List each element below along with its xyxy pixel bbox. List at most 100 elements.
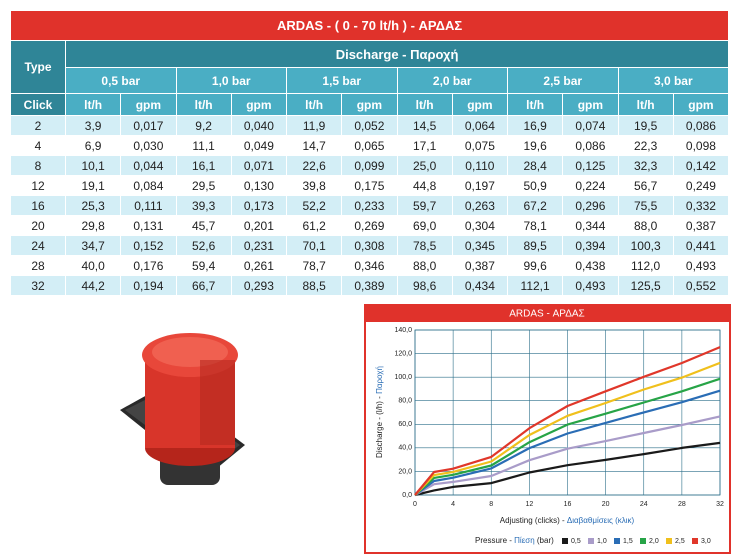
table-row: 0,5 bar 1,0 bar 1,5 bar 2,0 bar 2,5 bar 3,0 b…: [11, 67, 730, 94]
x-tick-label: 16: [564, 501, 572, 508]
discharge-table: ARDAS - ( 0 - 70 lt/h ) - ΑΡΔΑΣ Type Disch…: [9, 10, 730, 296]
table-row: 20 29,8 0,131 45,7 0,201 61,2 0,269 69,0 0,304 78…: [10, 215, 730, 236]
value-cell: 14,7: [285, 135, 343, 156]
value-cell: 0,110: [451, 155, 509, 176]
value-cell: 0,030: [120, 135, 177, 156]
value-cell: 0,293: [230, 275, 288, 296]
value-cell: 6,9: [64, 135, 122, 156]
value-cell: 66,7: [175, 275, 232, 296]
legend-label: 2,0: [649, 538, 659, 545]
value-cell: 0,065: [341, 135, 398, 156]
value-cell: 10,1: [64, 155, 122, 176]
value-cell: 78,7: [285, 255, 343, 276]
x-axis-label-en: Adjusting (clicks) -: [500, 516, 565, 525]
unit-header: lt/h: [396, 93, 453, 116]
value-cell: 0,394: [562, 235, 619, 256]
value-cell: 14,5: [396, 115, 453, 136]
legend-swatch: [692, 538, 698, 544]
value-cell: 89,5: [506, 235, 564, 256]
legend-label: 1,0: [597, 538, 607, 545]
legend-label: 3,0: [701, 538, 711, 545]
value-cell: 29,5: [175, 175, 232, 196]
unit-header: gpm: [672, 93, 730, 116]
legend-title: Pressure - Πίεση (bar): [475, 536, 554, 545]
value-cell: 0,152: [120, 235, 177, 256]
value-cell: 9,2: [175, 115, 232, 136]
table-row: Click lt/h gpm lt/h gpm lt/h gpm lt/h gpm lt/h gpm…: [10, 93, 730, 116]
value-cell: 112,0: [617, 255, 674, 276]
legend-swatch: [640, 538, 646, 544]
legend-title-en: Pressure -: [475, 536, 512, 545]
value-cell: 0,261: [230, 255, 288, 276]
legend-label: 2,5: [675, 538, 685, 545]
value-cell: 0,389: [341, 275, 398, 296]
value-cell: 0,142: [672, 155, 730, 176]
value-cell: 88,0: [617, 215, 674, 236]
value-cell: 0,125: [562, 155, 619, 176]
value-cell: 34,7: [64, 235, 122, 256]
click-cell: 16: [10, 195, 66, 216]
value-cell: 39,8: [285, 175, 343, 196]
legend-swatch: [562, 538, 568, 544]
click-cell: 12: [10, 175, 66, 196]
value-cell: 0,194: [120, 275, 177, 296]
value-cell: 75,5: [617, 195, 674, 216]
value-cell: 0,434: [451, 275, 509, 296]
value-cell: 0,173: [230, 195, 288, 216]
table-row: 24 34,7 0,152 52,6 0,231 70,1 0,308 78,5 0,345 89…: [10, 235, 730, 256]
value-cell: 44,2: [64, 275, 122, 296]
value-cell: 19,6: [506, 135, 564, 156]
value-cell: 69,0: [396, 215, 453, 236]
unit-header: gpm: [341, 93, 398, 116]
pressure-header: 2,5 bar: [507, 67, 619, 94]
pressure-header: 0,5 bar: [65, 67, 177, 94]
table-row: 32 44,2 0,194 66,7 0,293 88,5 0,389 98,6 0,434 11…: [10, 275, 730, 296]
value-cell: 61,2: [285, 215, 343, 236]
value-cell: 98,6: [396, 275, 453, 296]
data-line: [414, 361, 721, 496]
value-cell: 0,071: [230, 155, 288, 176]
value-cell: 125,5: [617, 275, 674, 296]
legend-label: 1,5: [623, 538, 633, 545]
value-cell: 0,086: [672, 115, 730, 136]
value-cell: 25,0: [396, 155, 453, 176]
value-cell: 0,111: [120, 195, 177, 216]
x-axis-label: Adjusting (clicks) - Διαβαθμίσεις (κλικ): [500, 516, 635, 525]
y-tick-label: 140,0: [394, 327, 412, 334]
value-cell: 0,049: [230, 135, 288, 156]
chart-title-bar: [365, 305, 730, 322]
value-cell: 0,074: [562, 115, 619, 136]
data-line: [414, 441, 721, 497]
product-image: [120, 333, 245, 485]
click-cell: 32: [10, 275, 66, 296]
x-tick-label: 28: [678, 501, 686, 508]
x-tick-label: 4: [451, 501, 455, 508]
x-tick-label: 8: [489, 501, 493, 508]
y-tick-label: 60,0: [398, 421, 412, 428]
table-row: 28 40,0 0,176 59,4 0,261 78,7 0,346 88,0 0,387 99…: [10, 255, 730, 276]
table-row: 4 6,9 0,030 11,1 0,049 14,7 0,065 17,1 0,075 19,6…: [10, 135, 730, 156]
x-axis-label-gr: Διαβαθμίσεις (κλικ): [567, 516, 635, 525]
table-row: 8 10,1 0,044 16,1 0,071 22,6 0,099 25,0 0,110 28,…: [10, 155, 730, 176]
value-cell: 0,099: [341, 155, 398, 176]
value-cell: 0,231: [230, 235, 288, 256]
legend-title-gr: Πίεση: [514, 536, 535, 545]
pressure-header: 2,0 bar: [396, 67, 508, 94]
value-cell: 25,3: [64, 195, 122, 216]
value-cell: 19,1: [64, 175, 122, 196]
value-cell: 22,6: [285, 155, 343, 176]
y-tick-label: 20,0: [398, 468, 412, 475]
value-cell: 52,6: [175, 235, 232, 256]
value-cell: 56,7: [617, 175, 674, 196]
y-axis-label: Discharge - (l/h) - Παροχή: [375, 366, 384, 458]
unit-header: gpm: [562, 93, 619, 116]
value-cell: 0,387: [672, 215, 730, 236]
click-cell: 8: [10, 155, 66, 176]
value-cell: 0,552: [672, 275, 730, 296]
value-cell: 78,5: [396, 235, 453, 256]
chart-title: ARDAS - ΑΡΔΑΣ: [509, 309, 584, 320]
value-cell: 59,7: [396, 195, 453, 216]
y-tick-label: 40,0: [398, 445, 412, 452]
y-axis-label-gr: Παροχή: [375, 366, 384, 394]
